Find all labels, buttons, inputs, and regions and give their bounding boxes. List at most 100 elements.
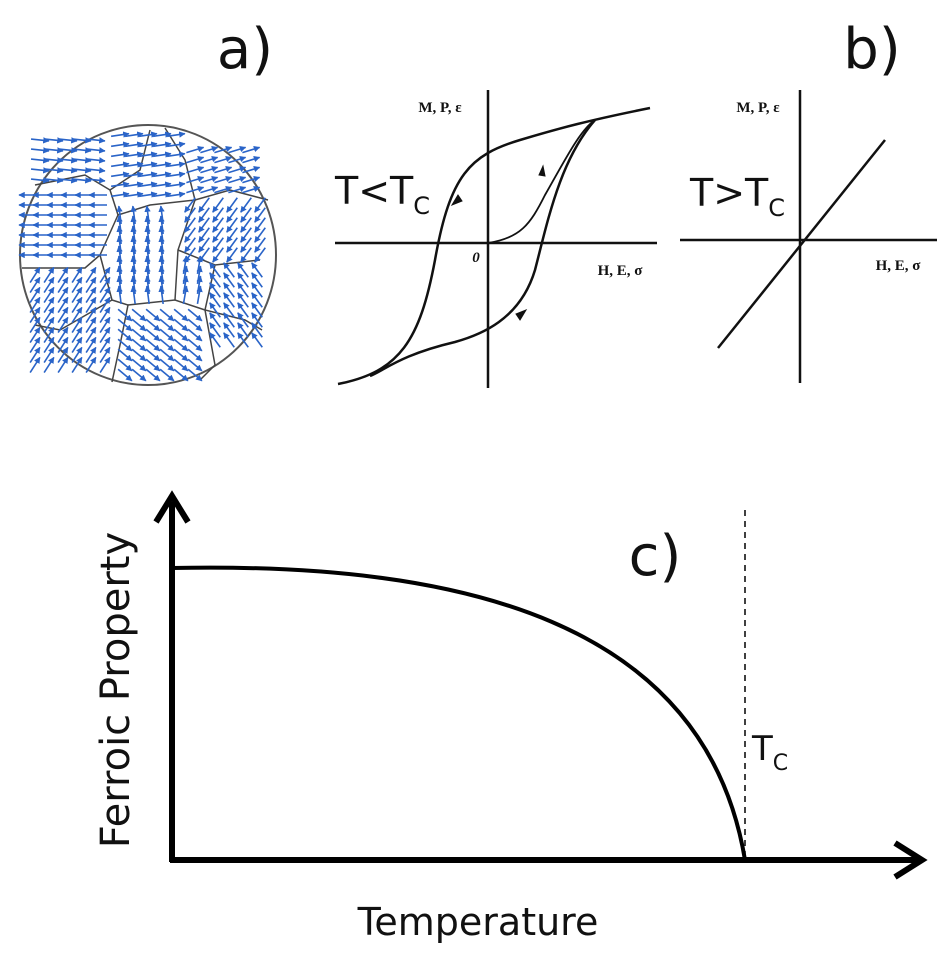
dipole-arrow [85, 266, 97, 284]
linear-plot [680, 90, 937, 383]
dipole-arrow [237, 302, 249, 318]
dipole-arrow [152, 141, 172, 148]
dipole-arrow [85, 286, 97, 304]
dipole-arrow [152, 131, 172, 138]
dipole-arrow [99, 346, 111, 364]
dipole-arrow [200, 175, 219, 184]
dipole-arrow [209, 282, 221, 298]
dipole-arrow [186, 185, 205, 194]
dipole-arrow [44, 167, 64, 174]
dipole-arrow [254, 247, 266, 263]
dipole-arrow [173, 348, 189, 362]
dipole-arrow [145, 358, 161, 372]
y-axis-label: Ferroic Property [93, 532, 139, 848]
dipole-arrow [138, 191, 158, 198]
dipole-arrow [196, 285, 203, 305]
grain-drawing [18, 124, 277, 386]
dipole-arrow [159, 348, 175, 362]
dipole-arrow [29, 286, 41, 304]
dipole-arrow [223, 272, 235, 288]
dipole-arrow [110, 161, 130, 168]
dipole-arrow [131, 358, 147, 372]
dipole-arrow [254, 197, 266, 213]
dipole-arrow [226, 237, 238, 253]
x-axis-label: Temperature [357, 900, 599, 944]
dipole-arrow [214, 185, 233, 194]
dipole-arrow [198, 207, 210, 223]
dipole-arrow [166, 131, 186, 138]
dipole-arrow [124, 181, 144, 188]
dipole-arrow [72, 137, 92, 144]
dipole-arrow [43, 326, 55, 344]
dipole-arrow [186, 165, 205, 174]
dipole-arrow [30, 137, 50, 144]
dipole-arrow [212, 227, 224, 243]
dipole-arrow [116, 285, 123, 305]
dipole-arrow [223, 312, 235, 328]
dipole-arrow [138, 171, 158, 178]
dipole-arrow [131, 338, 147, 352]
dipole-arrow [242, 145, 261, 154]
direction-arrow [538, 164, 546, 177]
dipole-arrow [212, 217, 224, 233]
dipole-arrow [187, 308, 203, 322]
dipole-arrow [187, 338, 203, 352]
dipole-arrow [158, 285, 165, 305]
dipole-arrow [71, 326, 83, 344]
dipole-arrow [58, 167, 78, 174]
dipole-arrow [254, 217, 266, 233]
dipole-arrow [212, 207, 224, 223]
dipole-arrow [43, 316, 55, 334]
dipole-arrow [58, 157, 78, 164]
dipole-arrow [131, 348, 147, 362]
dipole-arrow [166, 181, 186, 188]
dipole-arrow [144, 285, 151, 305]
dipole-arrow [86, 147, 106, 154]
dipole-arrow [130, 285, 137, 305]
dipole-arrow [187, 358, 203, 372]
dipole-arrow [173, 368, 189, 382]
dipole-arrow [124, 151, 144, 158]
dipole-arrow [29, 316, 41, 334]
dipole-arrow [242, 155, 261, 164]
dipole-arrow [187, 348, 203, 362]
dipole-arrow [29, 336, 41, 354]
order-parameter-plot [153, 490, 928, 880]
dipole-arrow [209, 302, 221, 318]
dipole-arrow [44, 147, 64, 154]
dipole-arrow [198, 197, 210, 213]
dipole-arrow [228, 175, 247, 184]
dipole-arrow [110, 151, 130, 158]
dipole-arrow [43, 356, 55, 374]
dipole-arrow [57, 336, 69, 354]
dipole-arrow [226, 197, 238, 213]
tc-main: T [751, 729, 773, 769]
dipole-arrow [138, 181, 158, 188]
dipole-arrow [71, 356, 83, 374]
dipole-arrow [71, 346, 83, 364]
dipole-arrow [228, 145, 247, 154]
dipole-arrow [242, 165, 261, 174]
dipole-arrow [29, 346, 41, 364]
condition-sub: C [413, 192, 430, 220]
dipole-arrow [57, 286, 69, 304]
dipole-arrow [228, 165, 247, 174]
dipole-arrow [186, 145, 205, 154]
dipole-arrow [29, 296, 41, 314]
dipole-arrow [200, 145, 219, 154]
dipole-arrow [43, 266, 55, 284]
dipole-arrow [124, 171, 144, 178]
dipole-arrow [242, 185, 261, 194]
dipole-arrow [57, 266, 69, 284]
dipole-arrow [251, 302, 263, 318]
dipole-arrow [212, 247, 224, 263]
dipole-arrow [198, 217, 210, 233]
dipole-arrow [237, 332, 249, 348]
dipole-arrow [145, 328, 161, 342]
dipole-arrow [209, 292, 221, 308]
dipole-arrow [99, 356, 111, 374]
dipole-arrow [30, 157, 50, 164]
dipole-arrow [200, 155, 219, 164]
hysteresis-plot [335, 90, 657, 388]
axis-label: M, P, ε [736, 100, 780, 116]
